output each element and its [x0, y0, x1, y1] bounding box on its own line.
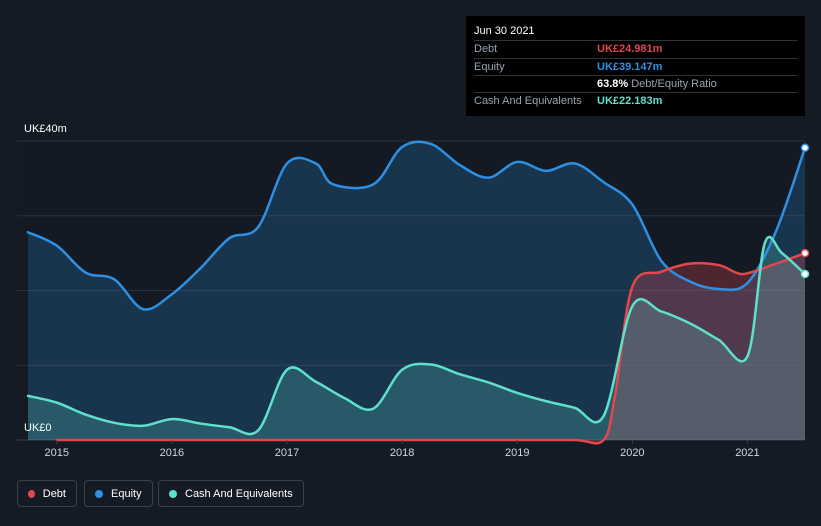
series-areas [28, 141, 806, 444]
legend-item-cash[interactable]: Cash And Equivalents [158, 480, 304, 507]
y-axis-top-label: UK£40m [24, 123, 67, 135]
legend-item-debt[interactable]: Debt [17, 480, 77, 507]
x-tick-label: 2016 [160, 447, 184, 459]
legend-item-equity[interactable]: Equity [84, 480, 153, 507]
tooltip-date: Jun 30 2021 [474, 22, 797, 41]
equity-endpoint [800, 143, 810, 152]
tooltip-ratio-value: 63.8% [597, 77, 629, 90]
cash-and-equivalents-endpoint [800, 269, 810, 279]
cash-and-equivalents-line [26, 235, 807, 436]
legend-label-debt: Debt [42, 487, 66, 500]
debt-area [56, 253, 806, 444]
cash-and-equivalents-area [28, 236, 805, 440]
debt-legend-dot-icon [28, 489, 35, 498]
tooltip-ratio-row: 63.8% Debt/Equity Ratio [474, 76, 797, 93]
tooltip-equity-value: UK£39.147m [597, 60, 663, 73]
tooltip-debt-row: Debt UK£24.981m [474, 41, 797, 59]
equity-legend-dot-icon [95, 489, 103, 498]
series-lines [26, 140, 807, 445]
data-tooltip: Jun 30 2021 Debt UK£24.981m Equity UK£39… [466, 16, 805, 116]
legend-label-cash: Cash And Equivalents [185, 487, 293, 500]
tooltip-equity-row: Equity UK£39.147m [474, 59, 797, 76]
tooltip-cash-value: UK£22.183m [597, 95, 663, 107]
y-axis-bottom-label: UK£0 [24, 422, 52, 434]
x-tick-label: 2019 [505, 447, 529, 459]
x-tick-label: 2015 [45, 447, 69, 459]
tooltip-equity-label: Equity [474, 60, 505, 73]
tooltip-ratio-label: Debt/Equity Ratio [631, 77, 717, 90]
x-tick-label: 2017 [275, 447, 299, 459]
x-tick-label: 2020 [620, 447, 644, 459]
tooltip-debt-value: UK£24.981m [597, 43, 663, 55]
series-endpoints [800, 143, 810, 279]
debt-endpoint [800, 248, 810, 258]
x-tick-label: 2021 [735, 447, 759, 459]
tooltip-cash-label: Cash And Equivalents [474, 95, 582, 107]
equity-area [28, 141, 805, 440]
debt-line [55, 251, 807, 445]
legend-label-equity: Equity [111, 487, 142, 500]
tooltip-cash-row: Cash And Equivalents UK£22.183m [474, 93, 797, 110]
x-tick-label: 2018 [390, 447, 414, 459]
grid-lines [17, 140, 805, 441]
x-axis-ticks: 2015 2016 2017 2018 2019 2020 2021 [45, 440, 760, 459]
tooltip-debt-label: Debt [474, 43, 498, 55]
equity-line [26, 140, 807, 311]
cash-legend-dot-icon [169, 489, 177, 498]
